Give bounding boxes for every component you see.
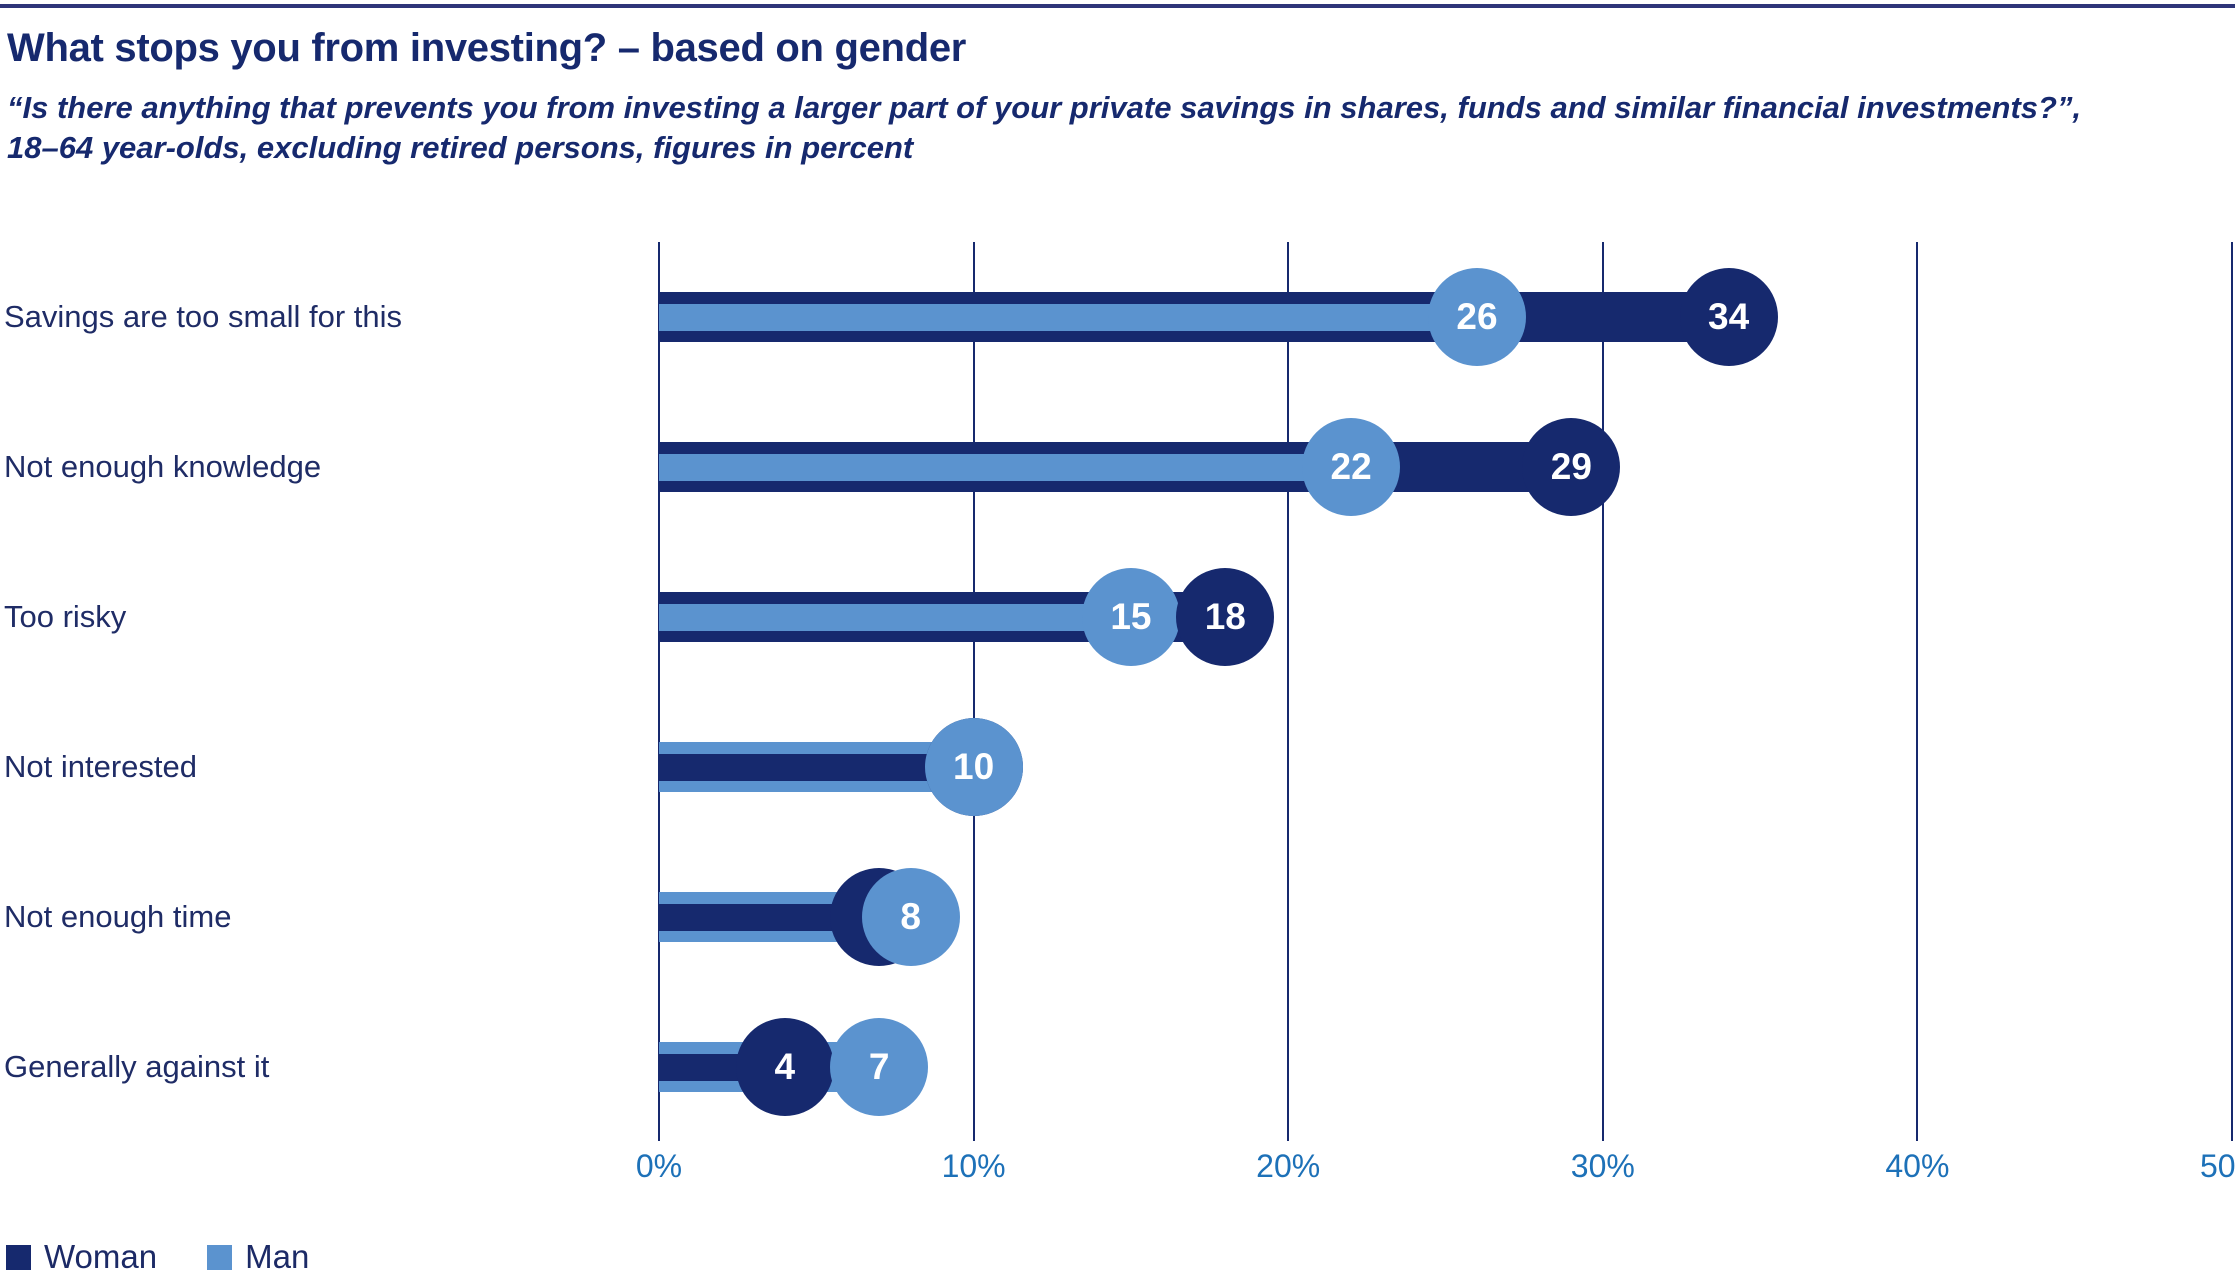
gridline-40% — [1916, 242, 1919, 1141]
bar-man — [659, 603, 1131, 631]
category-label: Not interested — [4, 749, 197, 784]
axis-tick-label: 30% — [1570, 1148, 1635, 1184]
legend-label: Man — [245, 1238, 310, 1275]
axis-tick-label: 40% — [1885, 1148, 1950, 1184]
chart-subtitle: “Is there anything that prevents you fro… — [7, 88, 2081, 168]
gridline-50% — [2231, 242, 2233, 1141]
legend-item-man: Man — [207, 1238, 309, 1276]
value-dot-man: 10 — [924, 718, 1023, 816]
category-label: Generally against it — [4, 1049, 270, 1084]
value-dot-man: 22 — [1302, 418, 1401, 516]
chart-subtitle-line-1: “Is there anything that prevents you fro… — [7, 90, 2082, 125]
legend-swatch-man — [207, 1244, 233, 1270]
axis-tick-label: 20% — [1256, 1148, 1321, 1184]
gridline-20% — [1287, 242, 1290, 1141]
axis-tick-label: 0% — [635, 1148, 683, 1184]
bar-man — [659, 303, 1477, 331]
value-dot-man: 8 — [861, 868, 960, 966]
value-dot-man: 7 — [830, 1018, 929, 1116]
category-label: Too risky — [4, 599, 127, 634]
value-dot-woman: 18 — [1176, 568, 1275, 666]
page-title: What stops you from investing? – based o… — [7, 26, 967, 70]
category-label: Savings are too small for this — [4, 299, 403, 334]
gridline-10% — [972, 242, 975, 1141]
gridline-0% — [658, 242, 660, 1141]
value-dot-man: 15 — [1081, 568, 1180, 666]
chart-subtitle-line-2: 18–64 year-olds, excluding retired perso… — [7, 130, 914, 165]
legend: Woman Man — [6, 1238, 309, 1276]
value-dot-woman: 4 — [735, 1018, 834, 1116]
bar-woman — [659, 753, 974, 781]
value-dot-woman: 34 — [1679, 268, 1778, 366]
value-dot-woman: 29 — [1522, 418, 1621, 516]
legend-item-woman: Woman — [6, 1238, 157, 1276]
legend-swatch-woman — [6, 1244, 31, 1270]
legend-label: Woman — [44, 1238, 158, 1275]
category-label: Not enough knowledge — [4, 449, 322, 484]
bar-man — [659, 453, 1352, 481]
axis-tick-label: 50% — [2199, 1148, 2235, 1184]
category-label: Not enough time — [4, 899, 232, 934]
axis-tick-label: 10% — [941, 1148, 1006, 1184]
gridline-30% — [1601, 242, 1604, 1141]
value-dot-man: 26 — [1427, 268, 1526, 366]
top-border — [0, 4, 2235, 8]
